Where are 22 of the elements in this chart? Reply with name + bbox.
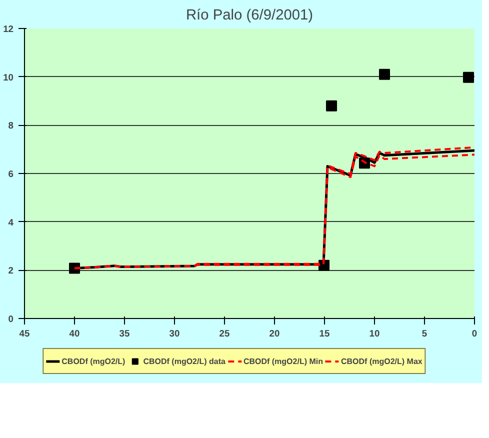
legend-label: CBODf (mgO2/L) data	[143, 356, 226, 366]
x-tick-label: 5	[422, 328, 428, 338]
x-tick-label: 25	[219, 328, 230, 338]
x-tick-label: 45	[19, 328, 30, 338]
legend-label: CBODf (mgO2/L) Min	[243, 356, 323, 366]
y-tick-label: 4	[8, 217, 14, 228]
x-tick-label: 10	[369, 328, 380, 338]
x-tick-label: 15	[319, 328, 330, 338]
x-tick-label: 20	[269, 328, 280, 338]
legend-label: CBODf (mgO2/L)	[62, 356, 126, 366]
y-tick-label: 10	[3, 72, 14, 82]
x-tick-label: 0	[472, 328, 478, 338]
y-tick-label: 2	[8, 266, 14, 276]
x-tick-label: 35	[119, 328, 130, 338]
legend-label: CBODf (mgO2/L) Max	[341, 356, 422, 366]
x-tick-label: 30	[169, 328, 180, 338]
y-tick-label: 0	[8, 314, 14, 324]
y-tick-label: 8	[8, 120, 14, 131]
x-tick-label: 40	[69, 328, 80, 338]
chart-title: Río Palo (6/9/2001)	[186, 8, 314, 24]
y-tick-label: 12	[3, 24, 14, 34]
y-tick-label: 6	[8, 169, 14, 179]
